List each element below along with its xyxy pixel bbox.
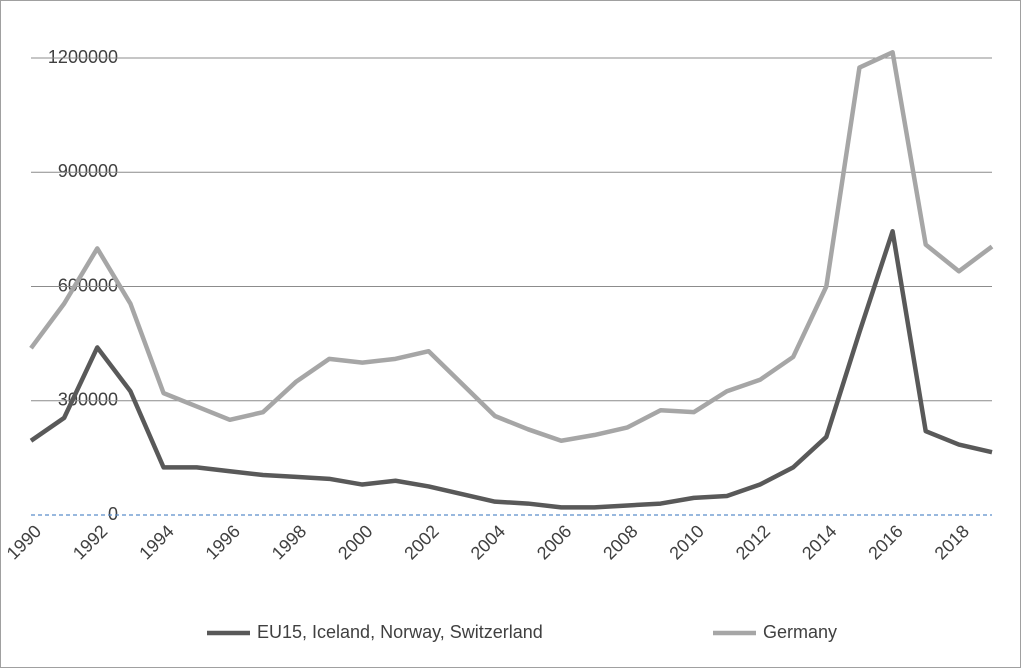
y-tick-label: 600000 [58,275,118,295]
legend-label: Germany [763,622,837,642]
y-tick-label: 300000 [58,390,118,410]
y-tick-label: 1200000 [48,47,118,67]
series-line [29,229,993,510]
y-tick-label: 900000 [58,161,118,181]
legend-label: EU15, Iceland, Norway, Switzerland [257,622,543,642]
series-line [29,50,994,443]
y-tick-label: 0 [108,504,118,524]
